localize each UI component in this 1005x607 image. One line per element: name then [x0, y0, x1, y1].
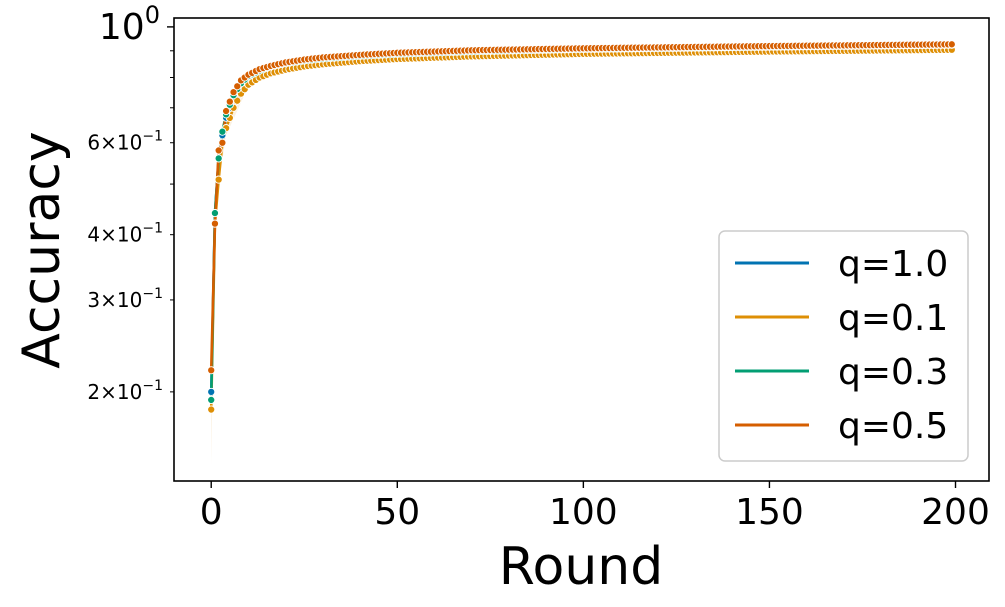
- x-tick-label: 100: [549, 492, 618, 533]
- data-point: [207, 395, 216, 405]
- data-point: [233, 82, 242, 91]
- y-tick-label: 6×10−1: [87, 129, 163, 155]
- data-point: [207, 366, 216, 375]
- x-tick-label: 200: [921, 492, 990, 533]
- data-point: [218, 138, 227, 147]
- legend-label: q=0.3: [838, 352, 948, 393]
- y-tick-label: 2×10−1: [87, 378, 163, 404]
- x-axis-title: Round: [499, 537, 664, 597]
- data-point: [225, 97, 234, 106]
- legend-label: q=0.1: [838, 298, 948, 339]
- data-point: [207, 405, 216, 414]
- x-axis-ticks: 0 50 100 150 200: [200, 481, 990, 533]
- data-point: [210, 219, 219, 228]
- legend-frame: [718, 230, 969, 462]
- y-tick-label: 4×10−1: [87, 221, 163, 247]
- data-point: [222, 106, 231, 116]
- y-axis-title: Accuracy: [12, 131, 72, 368]
- plot-frame: [173, 17, 990, 482]
- legend: q=1.0 q=0.1 q=0.3 q=0.5: [718, 230, 969, 462]
- data-point: [207, 387, 216, 396]
- marker-layer: [207, 40, 956, 414]
- x-tick-label: 150: [735, 492, 804, 533]
- data-point: [214, 146, 223, 155]
- x-tick-label: 0: [200, 492, 223, 533]
- data-point: [214, 154, 223, 163]
- legend-label: q=0.5: [838, 406, 948, 447]
- data-point: [210, 209, 219, 218]
- legend-label: q=1.0: [838, 244, 948, 285]
- y-tick-label: 100: [99, 1, 160, 48]
- data-point: [947, 40, 956, 49]
- data-point: [214, 175, 223, 184]
- data-point: [229, 88, 238, 97]
- data-point: [218, 127, 227, 136]
- y-axis-ticks: 100 6×10−1 4×10−1 3×10−1 2×10−1: [87, 1, 174, 404]
- x-tick-label: 50: [374, 492, 420, 533]
- y-tick-label: 3×10−1: [87, 286, 163, 312]
